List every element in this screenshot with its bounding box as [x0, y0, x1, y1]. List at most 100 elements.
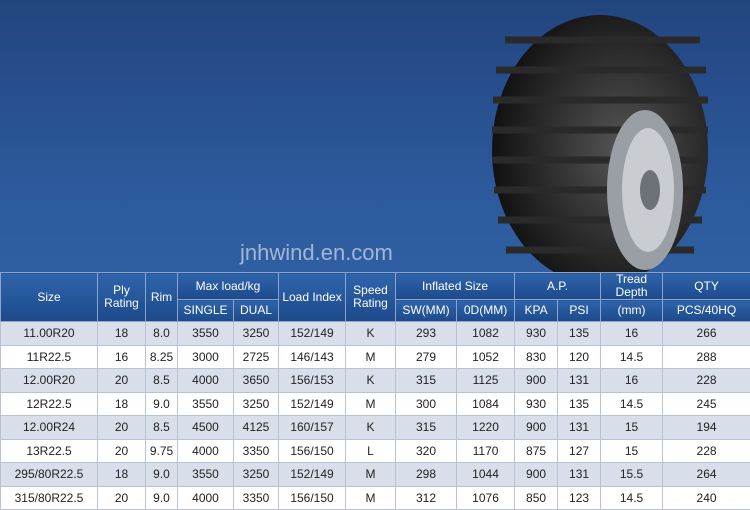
header-cell: KPA	[515, 300, 558, 322]
table-cell: 9.0	[146, 486, 178, 510]
table-cell: 315/80R22.5	[1, 486, 98, 510]
table-cell: 12.00R20	[1, 369, 98, 393]
table-cell: 1170	[457, 439, 515, 463]
table-cell: 1044	[457, 463, 515, 487]
header-cell: Max load/kg	[178, 273, 279, 300]
table-cell: 120	[558, 345, 601, 369]
table-cell: 8.25	[146, 345, 178, 369]
spec-table: Size Ply Rating Rim Max load/kg Load Ind…	[0, 272, 750, 510]
table-cell: 15	[601, 416, 663, 440]
table-cell: 1052	[457, 345, 515, 369]
table-cell: 228	[663, 369, 750, 393]
table-cell: 15.5	[601, 463, 663, 487]
table-cell: 3550	[178, 322, 234, 346]
header-cell: SINGLE	[178, 300, 234, 322]
table-cell: 312	[396, 486, 457, 510]
table-cell: 156/153	[279, 369, 346, 393]
table-cell: 3650	[234, 369, 279, 393]
table-cell: 8.5	[146, 416, 178, 440]
table-cell: 127	[558, 439, 601, 463]
table-cell: 240	[663, 486, 750, 510]
table-cell: 3250	[234, 322, 279, 346]
table-cell: 20	[98, 439, 146, 463]
header-cell: (mm)	[601, 300, 663, 322]
tire-image	[0, 0, 750, 272]
table-cell: 14.5	[601, 392, 663, 416]
table-cell: 12.00R24	[1, 416, 98, 440]
table-cell: 264	[663, 463, 750, 487]
table-cell: 16	[98, 345, 146, 369]
table-cell: 1125	[457, 369, 515, 393]
table-cell: 9.0	[146, 392, 178, 416]
header-cell: Ply Rating	[98, 273, 146, 322]
table-cell: 18	[98, 392, 146, 416]
header-cell: QTY	[663, 273, 750, 300]
table-cell: 152/149	[279, 392, 346, 416]
table-cell: 16	[601, 369, 663, 393]
table-cell: 900	[515, 369, 558, 393]
table-cell: 123	[558, 486, 601, 510]
table-cell: 156/150	[279, 486, 346, 510]
table-cell: 3550	[178, 463, 234, 487]
table-cell: K	[346, 416, 396, 440]
table-cell: 18	[98, 322, 146, 346]
table-cell: 3250	[234, 392, 279, 416]
table-cell: 288	[663, 345, 750, 369]
table-cell: M	[346, 345, 396, 369]
table-cell: 9.0	[146, 463, 178, 487]
table-cell: 20	[98, 486, 146, 510]
table-cell: 900	[515, 416, 558, 440]
table-cell: 930	[515, 322, 558, 346]
table-cell: K	[346, 322, 396, 346]
table-cell: 930	[515, 392, 558, 416]
header-cell: Rim	[146, 273, 178, 322]
table-cell: 293	[396, 322, 457, 346]
header-cell: PCS/40HQ	[663, 300, 750, 322]
table-cell: 131	[558, 369, 601, 393]
header-cell: SW(MM)	[396, 300, 457, 322]
table-cell: 15	[601, 439, 663, 463]
table-cell: 315	[396, 416, 457, 440]
table-cell: K	[346, 369, 396, 393]
table-cell: 152/149	[279, 322, 346, 346]
header-cell: 0D(MM)	[457, 300, 515, 322]
table-cell: 1082	[457, 322, 515, 346]
table-cell: 1076	[457, 486, 515, 510]
table-cell: 14.5	[601, 486, 663, 510]
header-cell: Speed Rating	[346, 273, 396, 322]
table-cell: 228	[663, 439, 750, 463]
table-cell: 3350	[234, 439, 279, 463]
watermark: jnhwind.en.com	[240, 240, 393, 266]
table-cell: 135	[558, 392, 601, 416]
table-cell: 850	[515, 486, 558, 510]
table-cell: 1220	[457, 416, 515, 440]
table-cell: 9.75	[146, 439, 178, 463]
table-cell: 2725	[234, 345, 279, 369]
banner: jnhwind.en.com	[0, 0, 750, 272]
table-cell: 131	[558, 416, 601, 440]
table-cell: 4000	[178, 369, 234, 393]
table-cell: 320	[396, 439, 457, 463]
table-cell: 300	[396, 392, 457, 416]
table-cell: 11.00R20	[1, 322, 98, 346]
table-cell: 3350	[234, 486, 279, 510]
table-cell: 3250	[234, 463, 279, 487]
table-cell: 16	[601, 322, 663, 346]
table-cell: 20	[98, 416, 146, 440]
header-cell: DUAL	[234, 300, 279, 322]
table-cell: 298	[396, 463, 457, 487]
header-cell: Inflated Size	[396, 273, 515, 300]
table-cell: 8.5	[146, 369, 178, 393]
header-cell: PSI	[558, 300, 601, 322]
table-cell: 20	[98, 369, 146, 393]
table-cell: 14.5	[601, 345, 663, 369]
